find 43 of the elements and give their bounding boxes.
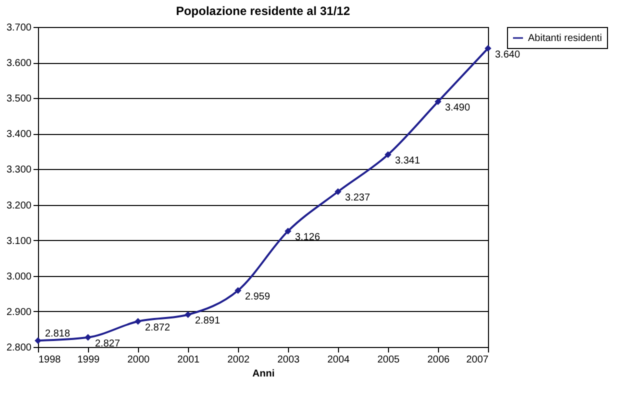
point [384, 151, 392, 158]
x-tick-label: 2003 [277, 354, 300, 366]
y-tick-label: 2.900 [6, 306, 32, 318]
y-tick-label: 2.800 [6, 342, 32, 354]
y-tick-label: 3.400 [6, 129, 32, 140]
y-tick-label: 3.600 [6, 58, 32, 70]
x-tick-label: 2001 [177, 354, 200, 366]
point [334, 188, 342, 195]
y-tick-label: 3.000 [6, 271, 32, 282]
legend-label: Abitanti residenti [528, 33, 602, 44]
point [84, 334, 92, 341]
data-label: 3.237 [345, 192, 370, 204]
x-tick-label: 1999 [77, 354, 100, 366]
data-label: 2.827 [95, 338, 120, 350]
data-label: 3.126 [295, 232, 320, 244]
chart-title: Popolazione residente al 31/12 [176, 4, 350, 18]
y-tick-label: 3.300 [6, 164, 32, 176]
point [234, 287, 242, 294]
point [134, 318, 142, 325]
point [34, 337, 42, 344]
x-tick-label: 2005 [377, 354, 400, 366]
data-label: 2.891 [195, 316, 220, 327]
x-axis-title: Anni [252, 368, 275, 380]
y-tick-label: 3.100 [6, 236, 32, 247]
point [484, 44, 492, 52]
data-label: 3.341 [395, 156, 420, 167]
data-label: 3.640 [495, 49, 520, 60]
point [434, 98, 442, 106]
point [184, 311, 192, 318]
y-tick-label: 3.700 [6, 22, 32, 34]
data-label: 3.490 [445, 102, 470, 114]
data-label: 2.818 [45, 328, 70, 340]
x-tick-label: 2004 [327, 354, 350, 366]
y-tick-label: 3.500 [6, 94, 32, 105]
data-label: 2.872 [145, 322, 170, 334]
point [284, 228, 292, 234]
x-tick-label: 1998 [38, 354, 62, 366]
x-tick-label: 2007 [466, 354, 489, 366]
y-tick-label: 3.200 [6, 200, 32, 212]
data-label: 2.959 [245, 291, 270, 302]
x-tick-label: 2000 [127, 354, 150, 366]
x-tick-label: 2002 [227, 354, 250, 366]
x-tick-label: 2006 [427, 354, 450, 366]
